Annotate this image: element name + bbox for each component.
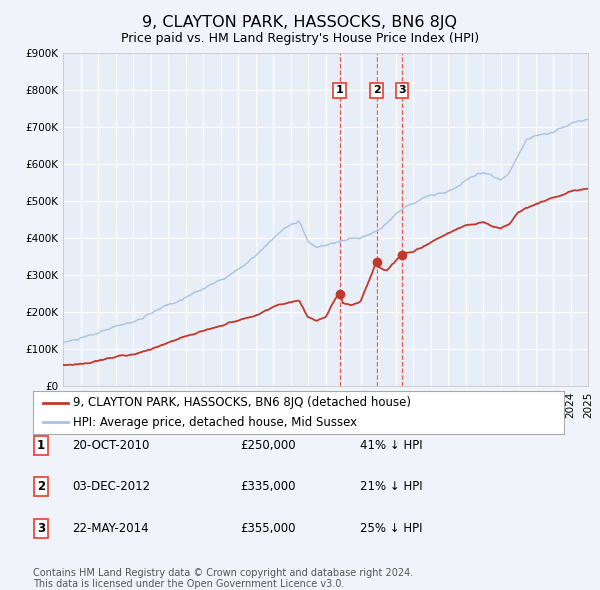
Text: 3: 3: [37, 522, 45, 535]
Text: £335,000: £335,000: [240, 480, 296, 493]
Text: 21% ↓ HPI: 21% ↓ HPI: [360, 480, 422, 493]
Text: 25% ↓ HPI: 25% ↓ HPI: [360, 522, 422, 535]
Text: 1: 1: [37, 439, 45, 452]
Text: 9, CLAYTON PARK, HASSOCKS, BN6 8JQ: 9, CLAYTON PARK, HASSOCKS, BN6 8JQ: [143, 15, 458, 30]
Text: 03-DEC-2012: 03-DEC-2012: [72, 480, 150, 493]
Text: £250,000: £250,000: [240, 439, 296, 452]
Text: 9, CLAYTON PARK, HASSOCKS, BN6 8JQ (detached house): 9, CLAYTON PARK, HASSOCKS, BN6 8JQ (deta…: [73, 396, 411, 409]
Text: Price paid vs. HM Land Registry's House Price Index (HPI): Price paid vs. HM Land Registry's House …: [121, 32, 479, 45]
Text: 22-MAY-2014: 22-MAY-2014: [72, 522, 149, 535]
Text: 20-OCT-2010: 20-OCT-2010: [72, 439, 149, 452]
Text: 3: 3: [398, 85, 406, 95]
Text: £355,000: £355,000: [240, 522, 296, 535]
Text: 2: 2: [373, 85, 380, 95]
Text: 2: 2: [37, 480, 45, 493]
Text: Contains HM Land Registry data © Crown copyright and database right 2024.
This d: Contains HM Land Registry data © Crown c…: [33, 568, 413, 589]
Text: 1: 1: [335, 85, 343, 95]
Text: 41% ↓ HPI: 41% ↓ HPI: [360, 439, 422, 452]
Text: HPI: Average price, detached house, Mid Sussex: HPI: Average price, detached house, Mid …: [73, 416, 357, 429]
